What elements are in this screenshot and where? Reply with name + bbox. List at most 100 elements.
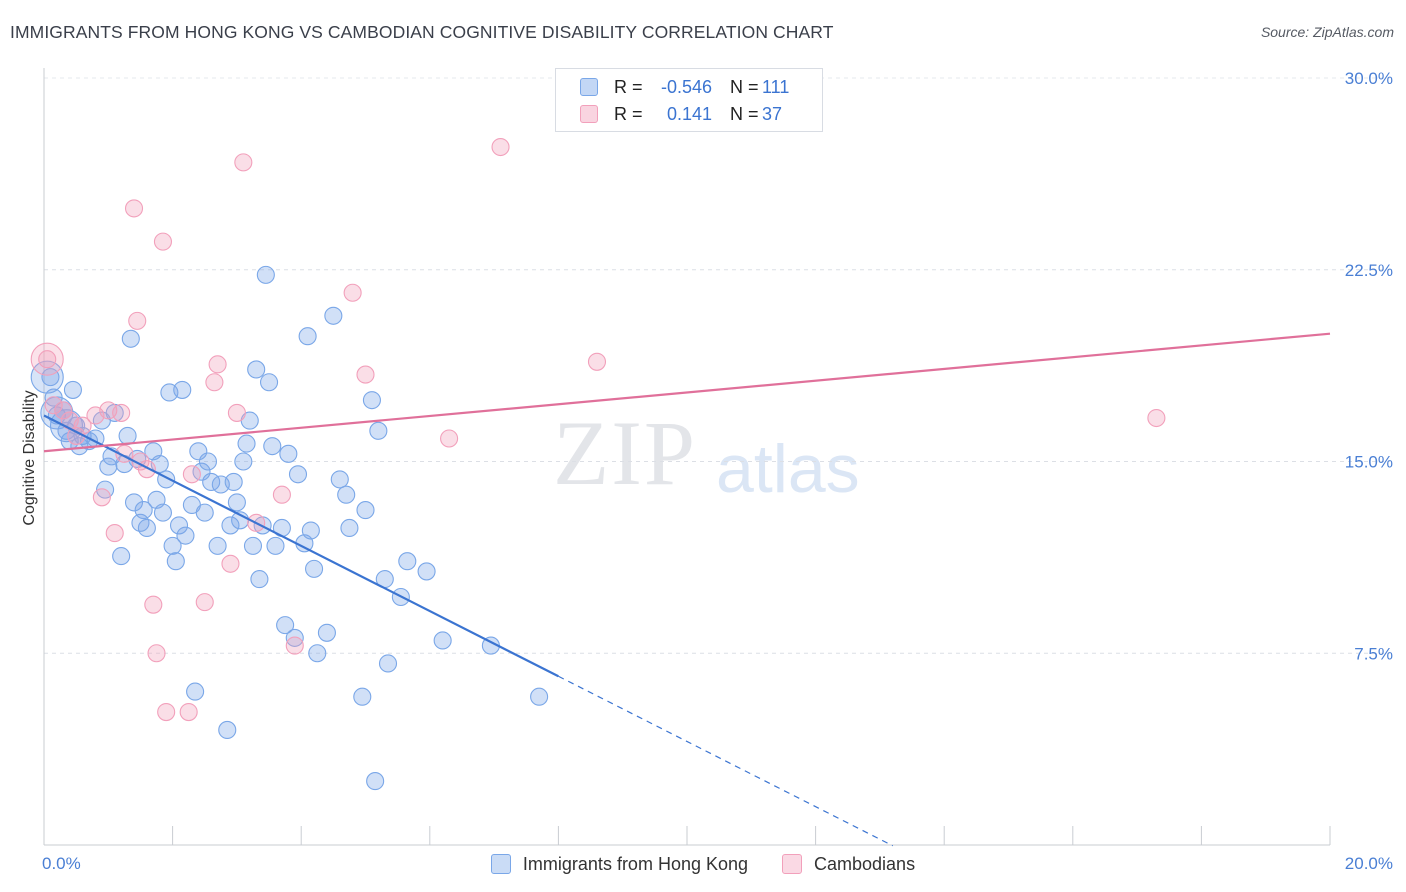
hong-kong-point (234, 452, 253, 471)
hong-kong-point (250, 570, 269, 589)
hong-kong-point (134, 501, 153, 520)
legend-item-cambodians[interactable]: Cambodians (782, 854, 915, 875)
hong-kong-point (288, 465, 308, 484)
legend-n-value: 37 (762, 103, 783, 124)
y-tick-label: 22.5% (1345, 261, 1393, 280)
hong-kong-point (308, 644, 327, 663)
hong-kong-point (330, 470, 349, 489)
hong-kong-point (237, 434, 256, 453)
cambodians-point (195, 593, 214, 612)
hong-kong-point (63, 380, 82, 399)
y-axis-label: Cognitive Disability (21, 390, 38, 525)
hong-kong-point (353, 687, 372, 706)
hong-kong-point (221, 516, 240, 535)
hong-kong-point (356, 501, 375, 520)
legend-swatch-cambodians (782, 854, 803, 874)
cambodians-point (38, 350, 57, 369)
x-tick-label: 0.0% (42, 854, 81, 873)
hong-kong-point (124, 493, 144, 512)
hong-kong-point (433, 631, 452, 650)
hong-kong-point (317, 623, 336, 642)
trend-line-hong-kong-extension (558, 675, 894, 847)
cambodians-point (234, 153, 253, 172)
hong-kong-point (362, 391, 381, 410)
hong-kong-point (243, 536, 263, 555)
stats-legend: R = -0.546 N = 111 R = 0.141 N = 37 (555, 68, 823, 132)
hong-kong-point (337, 485, 356, 504)
cambodians-point (44, 396, 63, 415)
hong-kong-point (259, 373, 279, 392)
legend-r-label: R = (614, 76, 643, 97)
hong-kong-point (369, 421, 388, 440)
legend-row-cambodians: R = 0.141 N = 37 (580, 103, 782, 125)
hong-kong-point (247, 360, 266, 379)
watermark-zip: ZIP (553, 402, 697, 504)
cambodians-point (182, 465, 201, 484)
y-tick-label: 15.0% (1345, 453, 1393, 472)
legend-label-hong-kong: Immigrants from Hong Kong (522, 853, 749, 874)
trend-lines (43, 332, 1331, 847)
trend-line-hong-kong (43, 414, 559, 678)
legend-swatch-hong-kong (580, 78, 598, 96)
axes (43, 68, 1331, 846)
cambodians-point (105, 524, 124, 543)
hong-kong-point (340, 518, 359, 538)
hong-kong-point (285, 628, 304, 647)
source-credit: Source: ZipAtlas.com (1260, 24, 1394, 40)
hong-kong-point (173, 380, 192, 399)
legend-r-label: R = (614, 103, 643, 124)
hong-kong-point (112, 547, 131, 566)
hong-kong-point (324, 306, 343, 325)
series-cambodians-points (30, 137, 1166, 722)
cambodians-point (205, 373, 224, 392)
hong-kong-point (305, 559, 324, 578)
hong-kong-point (121, 329, 140, 348)
series-hong-kong-points (30, 265, 549, 791)
trend-line-cambodians (43, 332, 1331, 453)
legend-item-hong-kong[interactable]: Immigrants from Hong Kong (490, 853, 749, 875)
cambodians-point (343, 283, 362, 302)
legend-label-cambodians: Cambodians (814, 853, 916, 874)
legend-swatch-cambodians (580, 105, 598, 123)
hong-kong-point (398, 552, 417, 571)
hong-kong-point (218, 720, 237, 740)
y-tick-label: 30.0% (1345, 69, 1393, 88)
hong-kong-point (224, 472, 243, 492)
cambodians-point (147, 644, 166, 663)
hong-kong-point (118, 426, 137, 445)
legend-n-label: N = (730, 76, 759, 97)
cambodians-point (1147, 408, 1166, 428)
legend-r-value: -0.546 (660, 76, 712, 97)
cambodians-point (221, 554, 240, 573)
hong-kong-point-large (30, 360, 64, 394)
cambodians-point (227, 403, 246, 422)
cambodians-point (179, 703, 198, 722)
cambodians-point (144, 595, 163, 614)
hong-kong-point (176, 526, 195, 545)
hong-kong-point (298, 327, 317, 346)
cambodians-point (124, 199, 144, 218)
hong-kong-point (276, 616, 295, 635)
hong-kong-point (198, 452, 218, 471)
hong-kong-point (301, 521, 320, 540)
cambodians-point (137, 460, 156, 479)
hong-kong-point (530, 687, 549, 706)
hong-kong-point (166, 552, 185, 571)
hong-kong-point (195, 503, 214, 522)
hong-kong-point (366, 772, 385, 791)
hong-kong-point (163, 536, 182, 555)
series-legend: Immigrants from Hong Kong Cambodians (0, 852, 1406, 876)
y-tick-label: 7.5% (1354, 644, 1393, 663)
hong-kong-point (153, 503, 173, 522)
x-tick-label: 20.0% (1345, 854, 1393, 873)
chart-title: IMMIGRANTS FROM HONG KONG VS CAMBODIAN C… (10, 22, 834, 42)
hong-kong-point (186, 682, 205, 701)
cambodians-point (587, 352, 607, 371)
hong-kong-point (256, 265, 275, 284)
cambodians-point (92, 488, 111, 507)
cambodians-point (153, 232, 173, 251)
cambodians-point-large (30, 342, 64, 376)
hong-kong-point (378, 654, 398, 673)
cambodians-point (157, 703, 176, 722)
